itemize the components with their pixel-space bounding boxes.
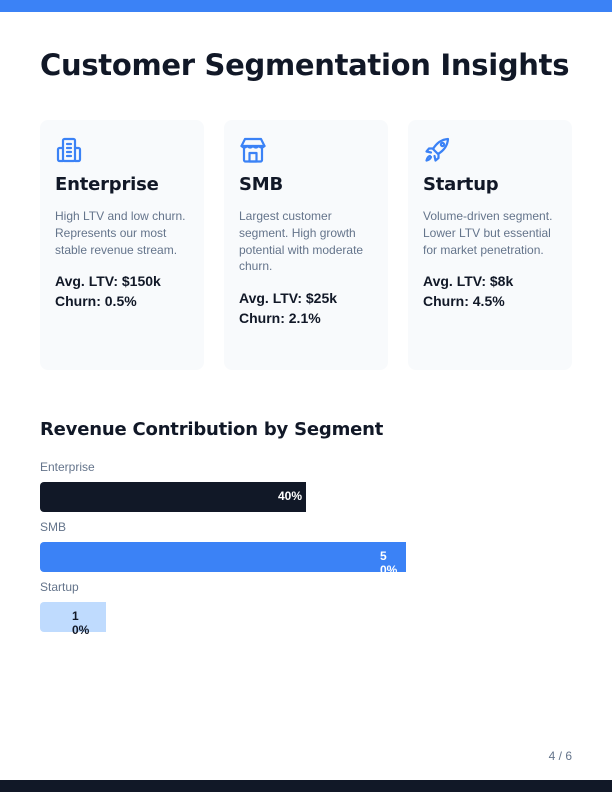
segment-card-smb: SMB Largest customer segment. High growt… bbox=[224, 120, 388, 370]
bar-track: 50% bbox=[40, 542, 572, 577]
bottom-bar bbox=[0, 780, 612, 792]
segment-ltv: Avg. LTV: $25k bbox=[239, 290, 338, 307]
rocket-icon bbox=[423, 136, 451, 164]
bar-track: 10% bbox=[40, 602, 572, 637]
chart-title: Revenue Contribution by Segment bbox=[40, 419, 384, 440]
segment-churn: Churn: 2.1% bbox=[239, 310, 321, 327]
bar-label: Startup bbox=[40, 580, 79, 594]
segment-stats: Avg. LTV: $8k Churn: 4.5% bbox=[423, 271, 557, 311]
segment-description: Volume-driven segment. Lower LTV but ess… bbox=[423, 209, 553, 257]
bar-fill-smb: 50% bbox=[40, 542, 406, 577]
top-accent-bar bbox=[0, 0, 612, 12]
segment-churn: Churn: 4.5% bbox=[423, 293, 505, 310]
bar-fill-enterprise: 40% bbox=[40, 482, 306, 512]
bar-value: 40% bbox=[278, 489, 303, 503]
segment-description: High LTV and low churn. Represents our m… bbox=[55, 209, 186, 257]
bar-row-smb: SMB 50% bbox=[40, 520, 572, 577]
bar-row-enterprise: Enterprise 40% bbox=[40, 460, 572, 512]
segment-ltv: Avg. LTV: $150k bbox=[55, 273, 161, 290]
bar-fill-startup: 10% bbox=[40, 602, 106, 637]
segment-card-startup: Startup Volume-driven segment. Lower LTV… bbox=[408, 120, 572, 370]
bar-value: 50% bbox=[380, 549, 398, 577]
page-number: 4 / 6 bbox=[548, 749, 572, 763]
segment-ltv: Avg. LTV: $8k bbox=[423, 273, 514, 290]
segment-stats: Avg. LTV: $25k Churn: 2.1% bbox=[239, 288, 373, 328]
bar-label: SMB bbox=[40, 520, 67, 534]
building-icon bbox=[55, 136, 83, 164]
segment-title: SMB bbox=[239, 174, 283, 195]
segment-title: Startup bbox=[423, 174, 499, 195]
store-icon bbox=[239, 136, 267, 164]
page-title: Customer Segmentation Insights bbox=[40, 48, 570, 82]
segment-churn: Churn: 0.5% bbox=[55, 293, 137, 310]
bar-row-startup: Startup 10% bbox=[40, 580, 572, 637]
segment-cards: Enterprise High LTV and low churn. Repre… bbox=[40, 120, 572, 370]
segment-card-enterprise: Enterprise High LTV and low churn. Repre… bbox=[40, 120, 204, 370]
segment-stats: Avg. LTV: $150k Churn: 0.5% bbox=[55, 271, 189, 311]
segment-title: Enterprise bbox=[55, 174, 159, 195]
bar-track: 40% bbox=[40, 482, 572, 512]
segment-description: Largest customer segment. High growth po… bbox=[239, 209, 364, 274]
bar-label: Enterprise bbox=[40, 460, 95, 474]
bar-value: 10% bbox=[72, 609, 90, 637]
